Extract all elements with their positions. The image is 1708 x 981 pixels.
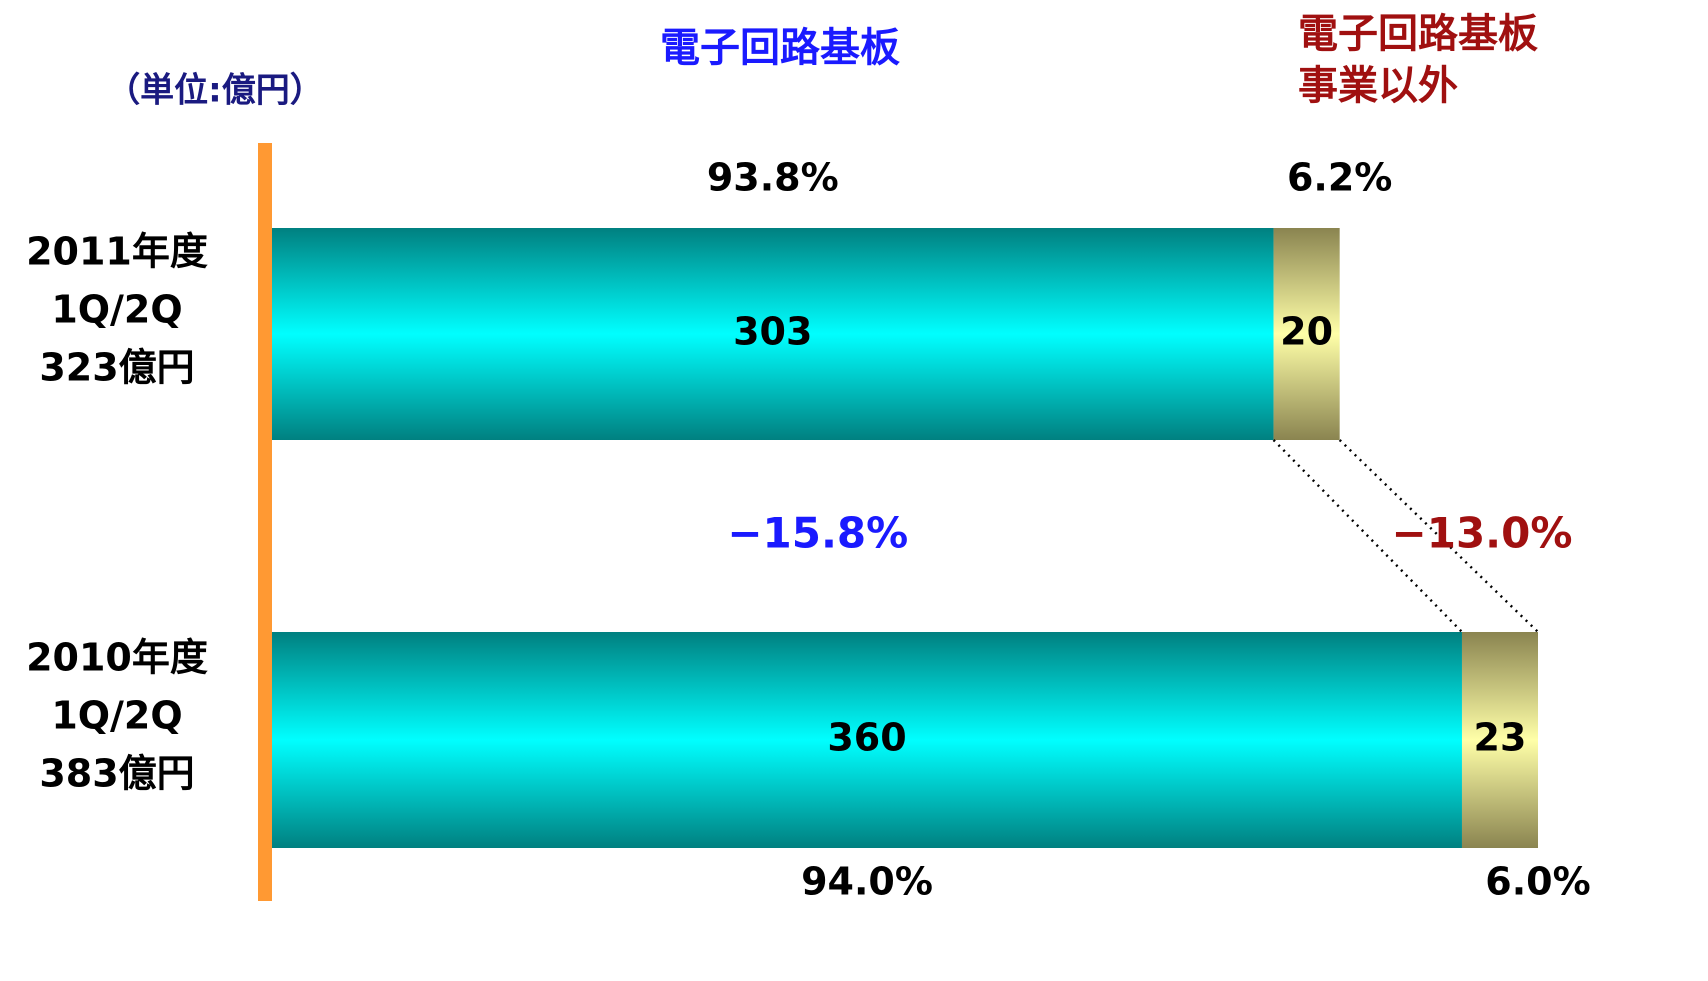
share-label: 6.0% <box>1485 860 1590 904</box>
value-label: 303 <box>733 310 812 354</box>
change-label: −15.8% <box>727 509 908 558</box>
bar-segment <box>272 632 1462 848</box>
category-label: 1Q/2Q <box>51 288 182 332</box>
value-label: 23 <box>1474 716 1527 760</box>
category-label: 2010年度 <box>26 636 208 680</box>
share-label: 93.8% <box>707 156 839 200</box>
axis-bar <box>258 143 272 901</box>
category-label: 2011年度 <box>26 230 208 274</box>
share-label: 6.2% <box>1287 156 1392 200</box>
category-label: 383億円 <box>39 752 194 796</box>
category-label: 323億円 <box>39 346 194 390</box>
change-label: −13.0% <box>1392 509 1573 558</box>
series-title: 電子回路基板 <box>660 25 900 71</box>
value-label: 20 <box>1280 310 1333 354</box>
value-label: 360 <box>827 716 906 760</box>
category-label: 1Q/2Q <box>51 694 182 738</box>
series-title: 事業以外 <box>1298 63 1458 109</box>
bar-segment <box>1273 228 1340 440</box>
bar-segment <box>1461 632 1538 848</box>
share-label: 94.0% <box>801 860 933 904</box>
unit-label: （単位:億円） <box>106 71 324 111</box>
bar-segment <box>272 228 1274 440</box>
connector <box>1272 439 1463 633</box>
series-title: 電子回路基板 <box>1298 11 1538 57</box>
